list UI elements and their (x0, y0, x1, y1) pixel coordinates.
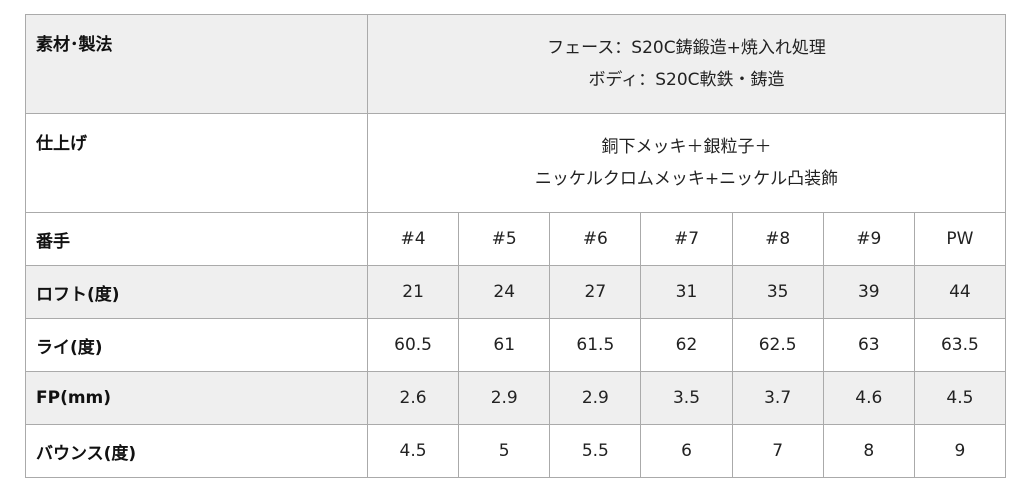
material-row: 素材･製法 フェース：S20C鋳鍛造+焼入れ処理 ボディ：S20C軟鉄・鋳造 (25, 14, 1006, 114)
row-label: 素材･製法 (25, 14, 368, 114)
finish-value: 銅下メッキ＋銀粒子＋ ニッケルクロムメッキ+ニッケル凸装飾 (367, 113, 1006, 213)
row-label: バウンス(度) (25, 424, 368, 478)
table-cell: #7 (640, 212, 733, 266)
material-line: ボディ：S20C軟鉄・鋳造 (588, 70, 785, 90)
table-cell: 6 (640, 424, 733, 478)
table-cell: 8 (822, 424, 915, 478)
table-cell: 44 (913, 265, 1007, 319)
row-label: ライ(度) (25, 318, 368, 372)
table-cell: 7 (731, 424, 824, 478)
finish-line: 銅下メッキ＋銀粒子＋ (601, 137, 772, 157)
table-cell: 4.5 (913, 371, 1007, 425)
material-line: フェース：S20C鋳鍛造+焼入れ処理 (547, 38, 826, 58)
table-row: ロフト(度) 21 24 27 31 35 39 44 (25, 265, 1007, 319)
table-row: FP(mm) 2.6 2.9 2.9 3.5 3.7 4.6 4.5 (25, 371, 1007, 425)
table-row: ライ(度) 60.5 61 61.5 62 62.5 63 63.5 (25, 318, 1007, 372)
row-label: ロフト(度) (25, 265, 368, 319)
finish-line: ニッケルクロムメッキ+ニッケル凸装飾 (534, 169, 839, 189)
table-cell: 62.5 (731, 318, 824, 372)
table-cell: 27 (549, 265, 642, 319)
table-cell: #5 (458, 212, 551, 266)
material-value: フェース：S20C鋳鍛造+焼入れ処理 ボディ：S20C軟鉄・鋳造 (367, 14, 1006, 114)
table-cell: PW (913, 212, 1007, 266)
table-cell: 24 (458, 265, 551, 319)
table-cell: #8 (731, 212, 824, 266)
table-cell: #4 (366, 212, 460, 266)
table-cell: 62 (640, 318, 733, 372)
table-cell: 21 (366, 265, 460, 319)
table-cell: 3.7 (731, 371, 824, 425)
table-cell: 4.5 (366, 424, 460, 478)
table-cell: 31 (640, 265, 733, 319)
row-label: 仕上げ (25, 113, 368, 213)
table-cell: 60.5 (366, 318, 460, 372)
row-label: FP(mm) (25, 371, 368, 425)
table-cell: 2.9 (458, 371, 551, 425)
table-cell: 63.5 (913, 318, 1007, 372)
table-cell: 61 (458, 318, 551, 372)
table-row: バウンス(度) 4.5 5 5.5 6 7 8 9 (25, 424, 1007, 478)
table-cell: 4.6 (822, 371, 915, 425)
row-label: 番手 (25, 212, 368, 266)
table-cell: 35 (731, 265, 824, 319)
table-cell: 5 (458, 424, 551, 478)
table-cell: 5.5 (549, 424, 642, 478)
table-cell: #6 (549, 212, 642, 266)
table-cell: 3.5 (640, 371, 733, 425)
table-cell: 39 (822, 265, 915, 319)
table-cell: 2.9 (549, 371, 642, 425)
table-cell: 63 (822, 318, 915, 372)
table-cell: 61.5 (549, 318, 642, 372)
finish-row: 仕上げ 銅下メッキ＋銀粒子＋ ニッケルクロムメッキ+ニッケル凸装飾 (25, 113, 1006, 213)
spec-table: 素材･製法 フェース：S20C鋳鍛造+焼入れ処理 ボディ：S20C軟鉄・鋳造 仕… (25, 14, 1007, 478)
table-cell: #9 (822, 212, 915, 266)
table-cell: 2.6 (366, 371, 460, 425)
table-row: 番手 #4 #5 #6 #7 #8 #9 PW (25, 212, 1007, 266)
table-cell: 9 (913, 424, 1007, 478)
